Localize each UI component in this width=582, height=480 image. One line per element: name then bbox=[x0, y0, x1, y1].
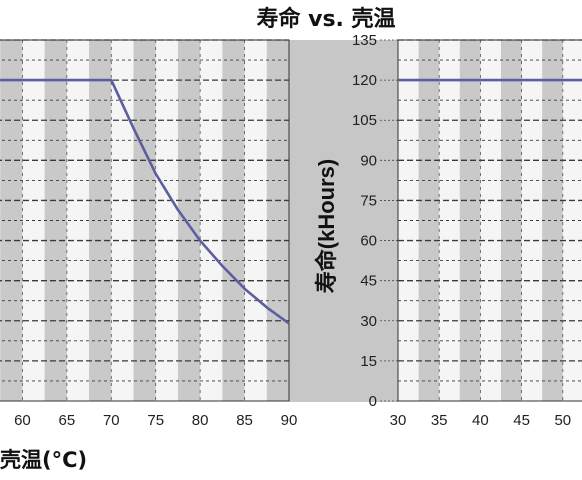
right-x-axis-ticks: 303540455055 bbox=[390, 412, 571, 429]
right-gridlines bbox=[397, 39, 582, 402]
right-x-tick-label: 30 bbox=[390, 412, 407, 429]
left-x-tick-label: 60 bbox=[14, 412, 31, 429]
left-x-tick-label: 70 bbox=[103, 412, 120, 429]
left-stripe bbox=[133, 40, 156, 401]
right-x-tick-label: 35 bbox=[431, 412, 448, 429]
left-x-tick-label: 75 bbox=[147, 412, 164, 429]
left-plot-background bbox=[0, 40, 289, 401]
right-stripe bbox=[542, 40, 563, 401]
left-x-axis-ticks: 5560657075808590 bbox=[14, 412, 298, 429]
y-axis-label: 寿命(kHours) bbox=[314, 159, 339, 293]
y-tick-label: 45 bbox=[360, 273, 377, 290]
chart-title: 寿命 vs. 壳温 bbox=[256, 6, 395, 32]
left-stripe bbox=[44, 40, 67, 401]
left-x-tick-label: 80 bbox=[192, 412, 209, 429]
y-tick-label: 60 bbox=[360, 233, 377, 250]
right-x-tick-label: 50 bbox=[554, 412, 571, 429]
y-tick-label: 0 bbox=[369, 393, 377, 410]
y-tick-label: 75 bbox=[360, 192, 377, 209]
left-stripe bbox=[222, 40, 245, 401]
left-series-line-0 bbox=[0, 78, 290, 325]
y-tick-label: 90 bbox=[360, 152, 377, 169]
x-axis-label: 壳温(°C) bbox=[0, 448, 87, 472]
left-series-group bbox=[0, 78, 290, 325]
y-tick-label: 105 bbox=[352, 112, 377, 129]
right-plot-border bbox=[397, 39, 582, 402]
right-plot-area bbox=[397, 39, 582, 402]
right-x-tick-label: 40 bbox=[472, 412, 489, 429]
left-x-tick-label: 85 bbox=[236, 412, 253, 429]
right-x-tick-label: 45 bbox=[513, 412, 530, 429]
left-plot-area bbox=[0, 39, 290, 402]
y-tick-label: 135 bbox=[352, 32, 377, 49]
y-axis-ticks: 0 15 30 45 60 75 90 105 120 135 bbox=[352, 32, 398, 410]
left-x-tick-label: 90 bbox=[281, 412, 298, 429]
chart-gap-background bbox=[289, 40, 398, 402]
y-tick-label: 15 bbox=[360, 353, 377, 370]
left-gridlines bbox=[0, 39, 290, 402]
left-x-tick-label: 65 bbox=[59, 412, 76, 429]
y-tick-label: 30 bbox=[360, 313, 377, 330]
left-stripe bbox=[0, 40, 23, 401]
left-plot-border bbox=[0, 39, 290, 402]
y-tick-label: 120 bbox=[352, 72, 377, 89]
right-stripe bbox=[501, 40, 522, 401]
